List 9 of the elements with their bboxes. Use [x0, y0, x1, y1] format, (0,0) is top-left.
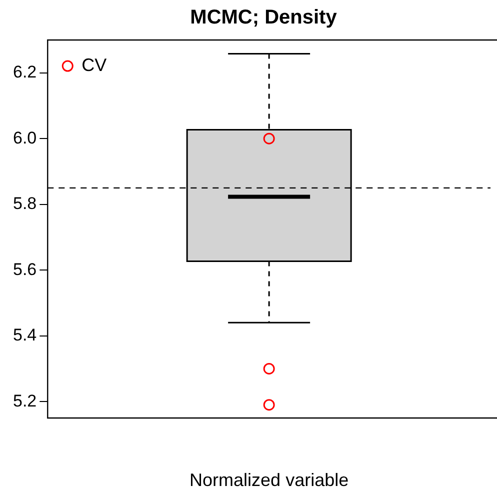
y-tick-label: 6.0 [12, 128, 37, 148]
y-tick-label: 6.2 [12, 62, 37, 82]
y-tick-label: 5.6 [12, 260, 37, 279]
y-tick-label: 5.8 [12, 194, 37, 214]
y-tick-label: 5.2 [12, 391, 37, 410]
legend-label: CV [82, 54, 107, 75]
y-tick-label: 5.4 [12, 326, 37, 345]
chart-title: MCMC; Density [190, 6, 338, 29]
x-axis-title: Normalized variable [190, 470, 349, 490]
